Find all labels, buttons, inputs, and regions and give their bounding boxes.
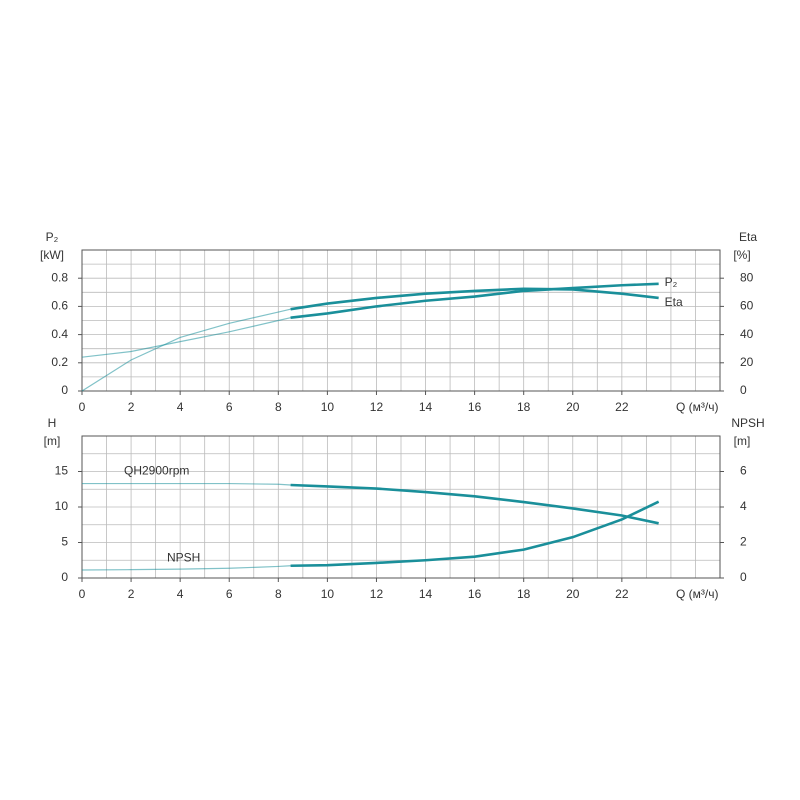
x-axis-label: Q (м³/ч) (676, 587, 719, 601)
y-tick-label: 0 (61, 570, 68, 584)
curve (290, 483, 659, 525)
x-tick-label: 18 (517, 587, 531, 601)
series-label: Eta (665, 295, 683, 309)
y-tick-label: 0.4 (51, 327, 68, 341)
curve (81, 308, 291, 392)
x-tick-label: 12 (370, 400, 384, 414)
x-axis-label: Q (м³/ч) (676, 400, 719, 414)
x-tick-label: 14 (419, 400, 433, 414)
x-tick-label: 20 (566, 587, 580, 601)
x-tick-label: 6 (226, 587, 233, 601)
y2-axis-label: Eta (739, 230, 757, 244)
y-axis-unit: [kW] (40, 248, 64, 262)
y2-tick-label: 40 (740, 327, 754, 341)
y2-tick-label: 0 (740, 570, 747, 584)
y2-tick-label: 80 (740, 270, 754, 284)
y2-axis-unit: [%] (733, 248, 750, 262)
x-tick-label: 18 (517, 400, 531, 414)
y-tick-label: 0.2 (51, 355, 68, 369)
series-label: NPSH (167, 550, 200, 564)
y-axis-label: P₂ (46, 230, 59, 244)
x-tick-label: 22 (615, 587, 629, 601)
x-tick-label: 16 (468, 400, 482, 414)
curve (81, 565, 291, 571)
y-tick-label: 0 (61, 383, 68, 397)
x-tick-label: 2 (128, 587, 135, 601)
x-tick-label: 6 (226, 400, 233, 414)
curve (290, 500, 660, 568)
y-tick-label: 0.6 (51, 299, 68, 313)
y2-axis-unit: [m] (734, 434, 751, 448)
x-tick-label: 22 (615, 400, 629, 414)
y2-tick-label: 20 (740, 355, 754, 369)
curve (290, 282, 659, 319)
x-tick-label: 4 (177, 587, 184, 601)
plot-border (81, 249, 721, 392)
x-tick-label: 0 (79, 587, 86, 601)
series-label: QH2900rpm (124, 464, 189, 478)
x-tick-label: 12 (370, 587, 384, 601)
y-tick-label: 0.8 (51, 270, 68, 284)
series-label: P₂ (665, 275, 678, 289)
y-axis-label: H (48, 416, 57, 430)
y-tick-label: 10 (55, 499, 69, 513)
x-tick-label: 0 (79, 400, 86, 414)
y2-tick-label: 6 (740, 464, 747, 478)
x-tick-label: 14 (419, 587, 433, 601)
curve (81, 317, 291, 358)
y2-axis-label: NPSH (731, 416, 764, 430)
x-tick-label: 2 (128, 400, 135, 414)
y2-tick-label: 2 (740, 535, 747, 549)
x-tick-label: 8 (275, 400, 282, 414)
curve (82, 482, 291, 486)
y-axis-unit: [m] (44, 434, 61, 448)
x-tick-label: 10 (321, 587, 335, 601)
curve (290, 287, 659, 311)
x-tick-label: 10 (321, 400, 335, 414)
y-tick-label: 15 (55, 464, 69, 478)
y-tick-label: 5 (61, 535, 68, 549)
y2-tick-label: 60 (740, 299, 754, 313)
y2-tick-label: 0 (740, 383, 747, 397)
x-tick-label: 20 (566, 400, 580, 414)
y2-tick-label: 4 (740, 499, 747, 513)
x-tick-label: 16 (468, 587, 482, 601)
x-tick-label: 8 (275, 587, 282, 601)
x-tick-label: 4 (177, 400, 184, 414)
